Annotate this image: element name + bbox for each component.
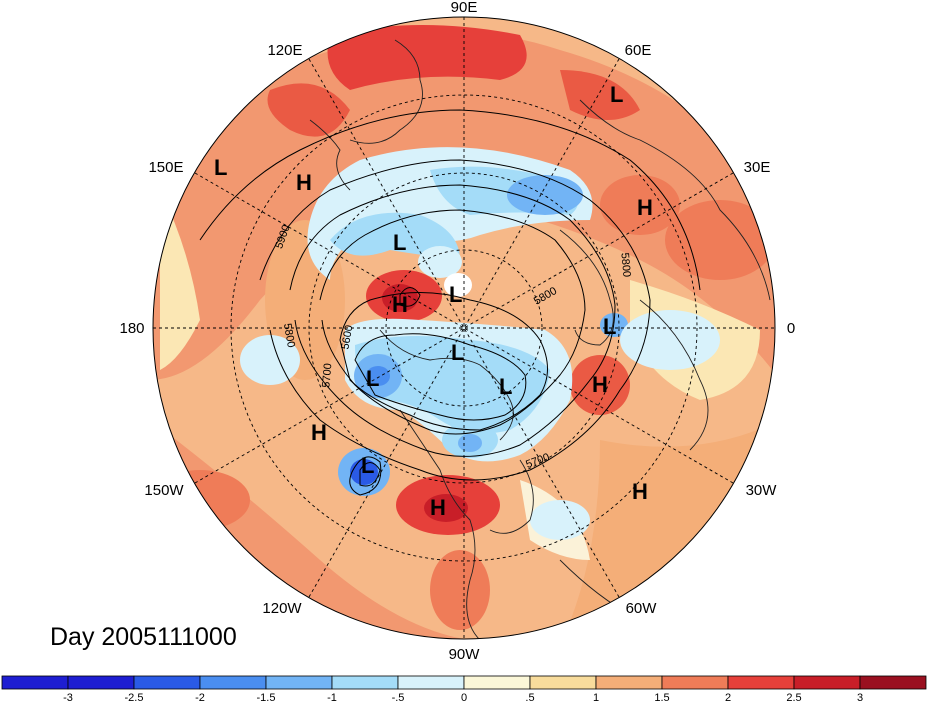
- pressure-high-label: H: [392, 292, 408, 317]
- colorbar-swatch: [793, 675, 861, 690]
- colorbar-tick-label: 0: [461, 692, 467, 702]
- pressure-system-labels: L L H H L H L L L L L H H L H H: [214, 82, 653, 520]
- pressure-high-label: H: [637, 195, 653, 220]
- pressure-high-label: H: [311, 420, 327, 445]
- longitude-label: 180: [119, 320, 144, 337]
- pressure-low-label: L: [603, 314, 616, 339]
- colorbar-swatch: [265, 675, 333, 690]
- longitude-label: 60W: [626, 600, 658, 617]
- colorbar-swatch: [463, 675, 531, 690]
- longitude-label: 150W: [144, 482, 184, 499]
- colorbar-swatch: [199, 675, 267, 690]
- pressure-low-label: L: [361, 453, 374, 478]
- pressure-low-label: L: [393, 230, 406, 255]
- colorbar-tick-label: -.5: [392, 692, 405, 702]
- colorbar-swatch: [397, 675, 465, 690]
- colorbar-tick-label: -3: [63, 692, 73, 702]
- contour-label: 5600: [339, 324, 355, 350]
- longitude-labels: 90E 60E 30E 0 30W 60W 90W 120W 150W 180 …: [119, 0, 795, 663]
- colorbar-swatch: [859, 675, 927, 690]
- colorbar-swatch: [727, 675, 795, 690]
- colorbar-swatch: [595, 675, 663, 690]
- pressure-low-label: L: [451, 340, 464, 365]
- pressure-low-label: L: [610, 82, 623, 107]
- height-contours: [199, 109, 701, 496]
- day-title: Day 2005111000: [50, 623, 237, 651]
- longitude-label: 30W: [746, 482, 778, 499]
- longitude-label: 120W: [262, 600, 302, 617]
- longitude-label: 0: [787, 320, 795, 337]
- longitude-label: 90E: [451, 0, 478, 16]
- pressure-high-label: H: [592, 372, 608, 397]
- colorbar-tick-label: 2.5: [786, 692, 801, 702]
- contour-label: 5800: [281, 322, 297, 348]
- longitude-label: 120E: [267, 42, 302, 59]
- map-disk: [153, 17, 775, 639]
- colorbar-tick-label: 1: [593, 692, 599, 702]
- coastlines: [309, 39, 771, 639]
- pressure-low-label: L: [449, 282, 462, 307]
- longitude-label: 30E: [744, 159, 771, 176]
- colorbar-swatch: [67, 675, 135, 690]
- map-border: [152, 16, 776, 640]
- colorbar-swatch: [1, 675, 69, 690]
- pressure-low-label: L: [499, 374, 512, 399]
- colorbar-tick-label: -2: [195, 692, 205, 702]
- longitude-label: 60E: [625, 42, 652, 59]
- longitude-label: 90W: [449, 646, 481, 663]
- pressure-high-label: H: [430, 495, 446, 520]
- pressure-high-label: H: [632, 479, 648, 504]
- colorbar-swatch: [661, 675, 729, 690]
- contour-label: 5700: [320, 363, 334, 388]
- colorbar-tick-label: -2.5: [125, 692, 144, 702]
- longitude-label: 150E: [148, 159, 183, 176]
- graticule: [153, 17, 775, 639]
- colorbar-tick-label: -1.5: [257, 692, 276, 702]
- contour-label: 5800: [618, 252, 632, 277]
- colorbar-swatch: [331, 675, 399, 690]
- colorbar-tick-label: 2: [725, 692, 731, 702]
- pressure-high-label: H: [296, 170, 312, 195]
- pressure-low-label: L: [366, 366, 379, 391]
- colorbar-tick-label: .5: [525, 692, 534, 702]
- colorbar-tick-label: -1: [327, 692, 337, 702]
- colorbar: -3 -2.5 -2 -1.5 -1 -.5 0 .5 1 1.5 2 2.5 3: [1, 675, 927, 702]
- pressure-low-label: L: [214, 155, 227, 180]
- colorbar-swatch: [529, 675, 597, 690]
- colorbar-tick-label: 1.5: [654, 692, 669, 702]
- colorbar-tick-label: 3: [857, 692, 863, 702]
- colorbar-swatch: [133, 675, 201, 690]
